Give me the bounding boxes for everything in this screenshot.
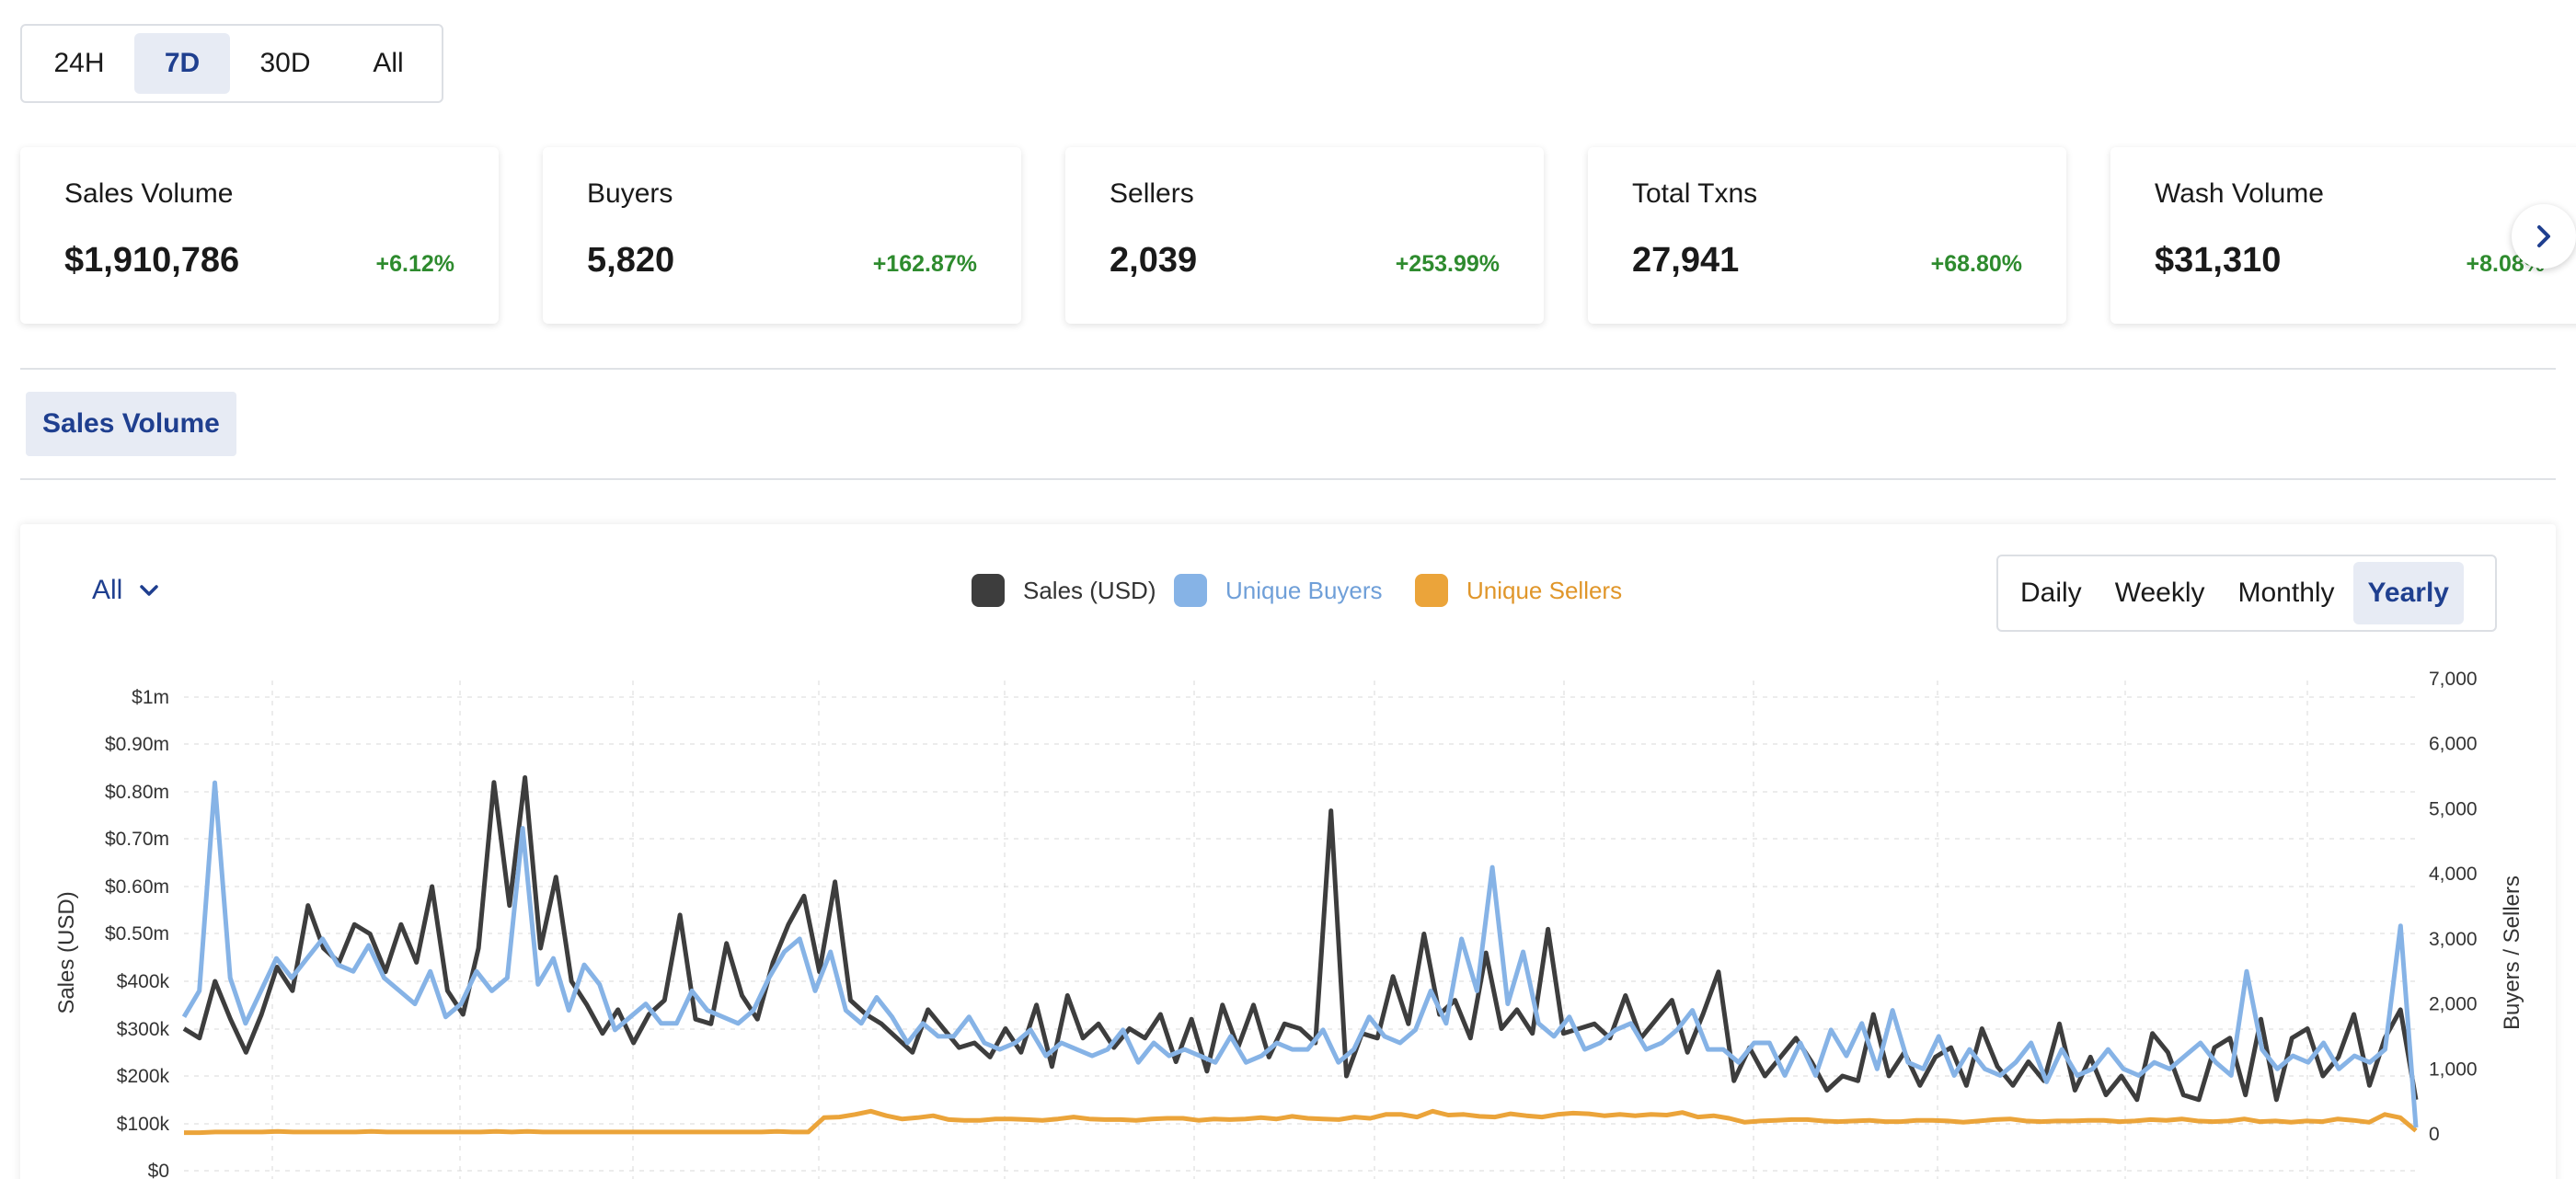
legend-label: Unique Sellers <box>1466 576 1623 604</box>
stat-value: $1,910,786 <box>64 241 240 280</box>
period-selector: Daily Weekly Monthly Yearly <box>1996 555 2497 632</box>
range-7d-button[interactable]: 7D <box>134 33 230 94</box>
stat-change: +6.12% <box>375 251 455 277</box>
range-24h-button[interactable]: 24H <box>53 48 105 78</box>
stat-value: $31,310 <box>2155 241 2282 280</box>
stat-change: +68.80% <box>1930 251 2022 277</box>
legend-swatch-sellers <box>1415 574 1448 607</box>
legend-swatch-buyers <box>1174 574 1207 607</box>
stat-card-wash-volume[interactable]: Wash Volume $31,310 +8.08% <box>2110 147 2576 324</box>
stat-title: Sellers <box>1110 178 1194 209</box>
chevron-right-icon <box>2537 225 2550 247</box>
stat-card-sellers[interactable]: Sellers 2,039 +253.99% <box>1065 147 1544 324</box>
period-yearly-button[interactable]: Yearly <box>2352 562 2464 624</box>
legend-unique-sellers[interactable]: Unique Sellers <box>1415 574 1622 607</box>
stat-title: Sales Volume <box>64 178 234 209</box>
stat-title: Total Txns <box>1632 178 1758 209</box>
legend-label: Unique Buyers <box>1225 576 1383 604</box>
legend-label: Sales (USD) <box>1023 576 1156 604</box>
period-weekly-button[interactable]: Weekly <box>2114 578 2205 608</box>
tab-sales-volume[interactable]: Sales Volume <box>26 392 236 456</box>
stat-value: 5,820 <box>587 241 675 280</box>
chevron-down-icon <box>140 585 159 596</box>
stat-card-sales-volume[interactable]: Sales Volume $1,910,786 +6.12% <box>20 147 499 324</box>
stat-card-total-txns[interactable]: Total Txns 27,941 +68.80% <box>1588 147 2066 324</box>
period-daily-button[interactable]: Daily <box>2020 578 2082 608</box>
stat-cards: Sales Volume $1,910,786 +6.12% Buyers 5,… <box>20 147 2576 324</box>
divider <box>20 368 2556 370</box>
stat-title: Buyers <box>587 178 673 209</box>
legend-swatch-sales <box>972 574 1005 607</box>
stat-value: 2,039 <box>1110 241 1198 280</box>
stat-card-buyers[interactable]: Buyers 5,820 +162.87% <box>543 147 1021 324</box>
range-30d-button[interactable]: 30D <box>259 48 311 78</box>
legend-unique-buyers[interactable]: Unique Buyers <box>1174 574 1383 607</box>
legend-sales[interactable]: Sales (USD) <box>972 574 1156 607</box>
collection-filter-dropdown[interactable]: All <box>92 575 159 606</box>
time-range-selector: 24H 7D 30D All <box>20 24 443 103</box>
period-monthly-button[interactable]: Monthly <box>2237 578 2335 608</box>
stat-value: 27,941 <box>1632 241 1740 280</box>
divider <box>20 478 2556 480</box>
stat-change: +253.99% <box>1395 251 1500 277</box>
filter-label: All <box>92 575 123 605</box>
stat-title: Wash Volume <box>2155 178 2324 209</box>
stat-change: +162.87% <box>872 251 977 277</box>
cards-next-button[interactable] <box>2512 204 2576 269</box>
range-all-button[interactable]: All <box>373 48 404 78</box>
